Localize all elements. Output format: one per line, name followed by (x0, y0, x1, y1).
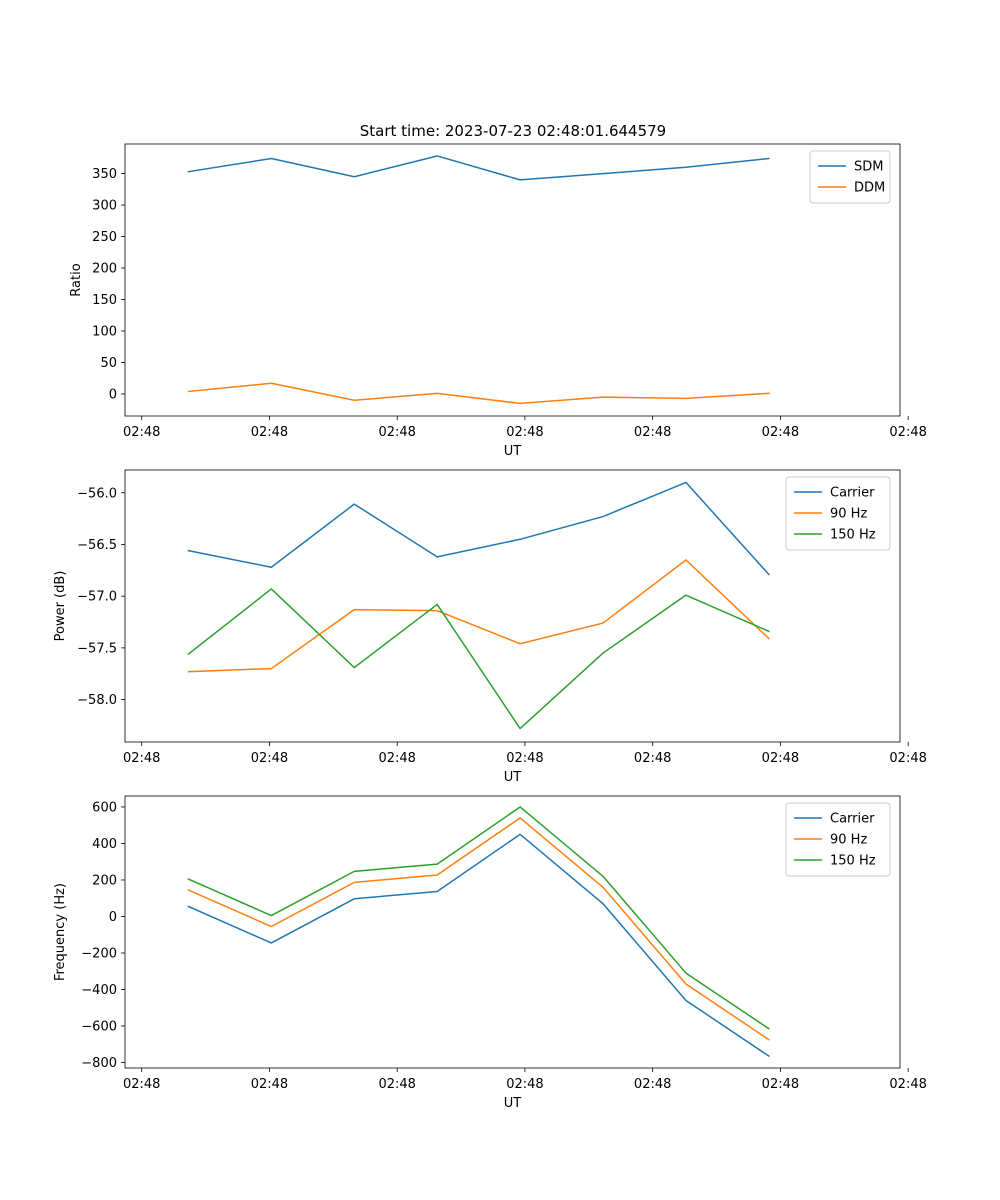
ratio-y-tick-label: 350 (92, 167, 117, 182)
frequency-panel: 02:48 02:48 02:48 02:48 02:48 02:48 02:48 −800 −… (53, 795, 927, 1111)
ratio-legend-label-ddm: DDM (854, 181, 885, 196)
ratio-x-tick-label: 02:48 (634, 425, 671, 440)
ratio-x-tick-label: 02:48 (123, 425, 160, 440)
power-series-line-carrier (187, 481, 770, 576)
ratio-x-tick-label: 02:48 (889, 425, 926, 440)
power-y-tick-label: −57.5 (77, 641, 117, 656)
frequency-x-axis-label: UT (504, 1096, 522, 1111)
frequency-x-tick-label: 02:48 (634, 1077, 671, 1092)
ratio-legend: SDM DDM (809, 150, 891, 204)
power-y-axis-label: Power (dB) (53, 571, 68, 642)
frequency-x-tick-label: 02:48 (251, 1077, 288, 1092)
ratio-y-tick-label: 0 (109, 387, 117, 402)
frequency-series-group (187, 806, 770, 1058)
ratio-series-line-sdm (187, 155, 770, 181)
ratio-x-tick-label: 02:48 (762, 425, 799, 440)
frequency-x-tick-label: 02:48 (123, 1077, 160, 1092)
ratio-legend-label-sdm: SDM (854, 160, 883, 175)
ratio-panel: 02:48 02:48 02:48 02:48 02:48 02:48 02:48 0 50 10… (69, 143, 927, 459)
ratio-y-tick-label: 300 (92, 199, 117, 214)
ratio-series-group (187, 155, 770, 405)
frequency-legend-box (785, 802, 891, 877)
frequency-y-tick-label: −200 (81, 946, 117, 961)
frequency-y-tick-label: −800 (81, 1056, 117, 1071)
frequency-y-tick-label: 200 (92, 873, 117, 888)
power-x-tick-label: 02:48 (378, 751, 415, 766)
power-x-tick-label: 02:48 (634, 751, 671, 766)
frequency-y-tick-label: 400 (92, 837, 117, 852)
frequency-x-tick-label: 02:48 (506, 1077, 543, 1092)
frequency-x-tick-label: 02:48 (378, 1077, 415, 1092)
ratio-y-tick-label: 150 (92, 293, 117, 308)
frequency-x-tick-label: 02:48 (889, 1077, 926, 1092)
frequency-series-line-150-hz (187, 806, 770, 1030)
power-series-line-90-hz (187, 559, 770, 673)
power-y-tick-label: −58.0 (77, 693, 117, 708)
ratio-y-axis-label: Ratio (69, 263, 84, 296)
ratio-axes-frame (124, 143, 901, 417)
ratio-legend-box (809, 150, 891, 204)
power-axes-frame (124, 469, 901, 743)
frequency-series-line-carrier (187, 833, 770, 1058)
power-legend-label-150-hz: 150 Hz (830, 528, 876, 543)
ratio-x-tick-label: 02:48 (251, 425, 288, 440)
power-y-tick-label: −56.0 (77, 486, 117, 501)
power-y-tick-label: −56.5 (77, 538, 117, 553)
frequency-legend: Carrier 90 Hz 150 Hz (785, 802, 891, 877)
ratio-y-tick-label: 50 (100, 356, 117, 371)
power-series-line-150-hz (187, 588, 770, 730)
power-x-tick-label: 02:48 (889, 751, 926, 766)
power-x-tick-label: 02:48 (506, 751, 543, 766)
ratio-x-tick-label: 02:48 (506, 425, 543, 440)
ratio-y-tick-label: 100 (92, 325, 117, 340)
frequency-legend-label-150-hz: 150 Hz (830, 854, 876, 869)
frequency-series-line-90-hz (187, 817, 770, 1041)
frequency-y-tick-label: 600 (92, 800, 117, 815)
frequency-legend-label-90-hz: 90 Hz (830, 833, 867, 848)
frequency-y-tick-label: −400 (81, 983, 117, 998)
power-x-tick-label: 02:48 (251, 751, 288, 766)
frequency-y-axis-label: Frequency (Hz) (53, 883, 68, 981)
power-legend-label-carrier: Carrier (830, 486, 875, 501)
power-legend-label-90-hz: 90 Hz (830, 507, 867, 522)
ratio-x-axis-label: UT (504, 444, 522, 459)
power-y-tick-label: −57.0 (77, 590, 117, 605)
power-legend: Carrier 90 Hz 150 Hz (785, 476, 891, 551)
ratio-y-tick-label: 200 (92, 262, 117, 277)
power-panel: 02:48 02:48 02:48 02:48 02:48 02:48 02:48 −58.0… (53, 469, 927, 785)
frequency-legend-label-carrier: Carrier (830, 812, 875, 827)
frequency-x-tick-label: 02:48 (762, 1077, 799, 1092)
ratio-x-tick-label: 02:48 (378, 425, 415, 440)
power-series-group (187, 481, 770, 730)
frequency-y-tick-label: 0 (109, 910, 117, 925)
frequency-axes-frame (124, 795, 901, 1069)
frequency-y-tick-label: −600 (81, 1020, 117, 1035)
power-x-tick-label: 02:48 (123, 751, 160, 766)
power-legend-box (785, 476, 891, 551)
figure-title: Start time: 2023-07-23 02:48:01.644579 (360, 122, 666, 140)
power-x-tick-label: 02:48 (762, 751, 799, 766)
power-x-axis-label: UT (504, 770, 522, 785)
ratio-series-line-ddm (187, 382, 770, 405)
ratio-y-tick-label: 250 (92, 230, 117, 245)
